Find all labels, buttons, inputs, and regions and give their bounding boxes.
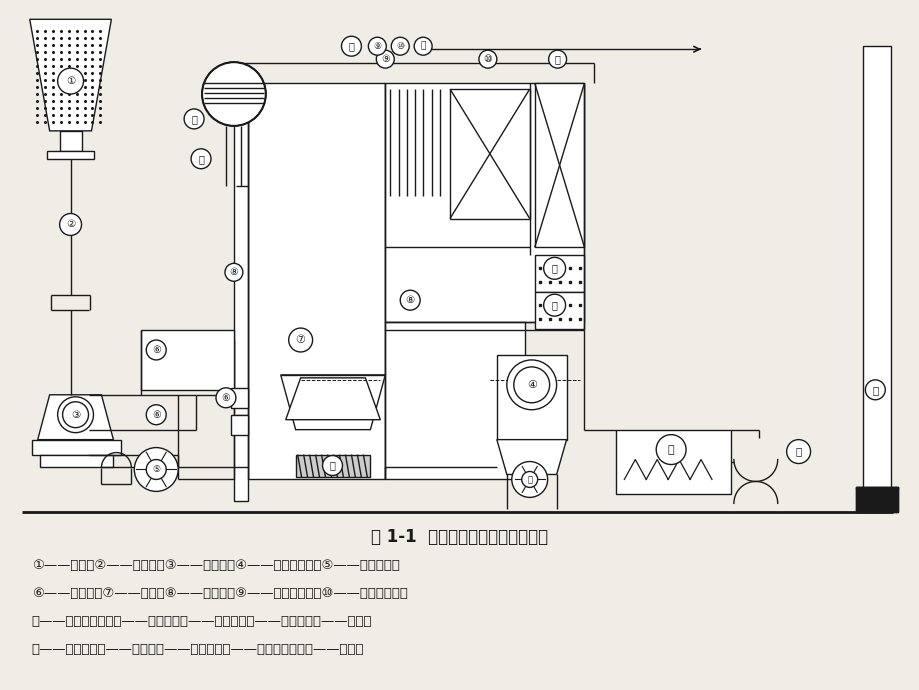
Text: ⑯——送风机；⑰——锅筒；⑱——下降管；⑲——顶棚过热器；⑳——排渣室: ⑯——送风机；⑰——锅筒；⑱——下降管；⑲——顶棚过热器；⑳——排渣室 bbox=[31, 643, 364, 656]
Text: ⑩: ⑩ bbox=[396, 41, 403, 50]
Text: ②: ② bbox=[66, 219, 75, 230]
Circle shape bbox=[521, 471, 537, 487]
Bar bbox=[616, 430, 730, 495]
Text: ⑭: ⑭ bbox=[795, 446, 800, 457]
Bar bbox=[40, 455, 113, 466]
Circle shape bbox=[655, 435, 686, 464]
Polygon shape bbox=[295, 455, 370, 477]
Circle shape bbox=[391, 37, 409, 55]
Polygon shape bbox=[496, 440, 566, 475]
Text: ③: ③ bbox=[71, 410, 80, 420]
Circle shape bbox=[225, 264, 243, 282]
Bar bbox=[233, 83, 247, 502]
Text: ⑨: ⑨ bbox=[373, 41, 381, 50]
Bar bbox=[31, 440, 121, 455]
Text: ①——煤斗；②——给煤机；③——磨煤机；④——空气预热器；⑤——排粉风机；: ①——煤斗；②——给煤机；③——磨煤机；④——空气预热器；⑤——排粉风机； bbox=[31, 559, 399, 572]
Bar bbox=[856, 487, 897, 489]
Text: ⑪——低温过热器；⑫——省煤器；⑬——除尘器；⑭——吸风机；⑮——烟囱；: ⑪——低温过热器；⑫——省煤器；⑬——除尘器；⑭——吸风机；⑮——烟囱； bbox=[31, 615, 372, 628]
Text: ⑫: ⑫ bbox=[551, 300, 557, 310]
Bar bbox=[247, 83, 385, 480]
Text: ⑬: ⑬ bbox=[667, 444, 674, 455]
Circle shape bbox=[60, 213, 82, 235]
Circle shape bbox=[184, 109, 204, 129]
Circle shape bbox=[58, 68, 84, 94]
Text: ⑮: ⑮ bbox=[871, 385, 878, 395]
Bar bbox=[60, 131, 82, 151]
Polygon shape bbox=[29, 19, 111, 131]
Polygon shape bbox=[286, 378, 380, 420]
Polygon shape bbox=[38, 395, 113, 440]
Bar bbox=[142, 330, 233, 390]
Circle shape bbox=[513, 367, 549, 403]
Bar bbox=[862, 46, 891, 512]
Text: ⑥——燃烧器；⑦——炉膛；⑧——水冷壁；⑨——屏式过热器；⑩——高温过热器；: ⑥——燃烧器；⑦——炉膛；⑧——水冷壁；⑨——屏式过热器；⑩——高温过热器； bbox=[31, 587, 407, 600]
Text: ⑪: ⑪ bbox=[420, 41, 425, 50]
Circle shape bbox=[376, 50, 394, 68]
Bar bbox=[385, 83, 584, 322]
Polygon shape bbox=[47, 151, 95, 159]
Bar bbox=[496, 355, 566, 440]
Circle shape bbox=[146, 340, 166, 360]
Text: ⑪: ⑪ bbox=[554, 54, 560, 64]
Circle shape bbox=[202, 62, 266, 126]
Text: ⑩: ⑩ bbox=[483, 54, 492, 64]
Circle shape bbox=[400, 290, 420, 310]
Circle shape bbox=[146, 460, 166, 480]
Text: ⑥: ⑥ bbox=[221, 393, 230, 403]
Polygon shape bbox=[280, 375, 385, 430]
Circle shape bbox=[543, 257, 565, 279]
Bar bbox=[231, 415, 247, 435]
Circle shape bbox=[289, 328, 312, 352]
Bar bbox=[449, 89, 529, 219]
Circle shape bbox=[414, 37, 432, 55]
Bar bbox=[534, 83, 584, 248]
Text: ⑧: ⑧ bbox=[229, 267, 238, 277]
Text: ⑳: ⑳ bbox=[329, 460, 335, 471]
Circle shape bbox=[323, 455, 342, 475]
Circle shape bbox=[62, 402, 88, 428]
Circle shape bbox=[786, 440, 810, 464]
Polygon shape bbox=[856, 487, 897, 512]
Circle shape bbox=[58, 397, 94, 433]
Text: ④: ④ bbox=[527, 380, 536, 390]
Bar bbox=[856, 487, 897, 512]
Text: ⑧: ⑧ bbox=[405, 295, 414, 305]
Circle shape bbox=[146, 405, 166, 424]
Circle shape bbox=[368, 37, 386, 55]
Bar bbox=[385, 322, 524, 480]
Bar bbox=[534, 292, 584, 329]
Circle shape bbox=[543, 294, 565, 316]
Circle shape bbox=[134, 448, 178, 491]
Text: ⑦: ⑦ bbox=[295, 335, 305, 345]
Bar bbox=[534, 255, 584, 292]
Text: ⑰: ⑰ bbox=[191, 114, 197, 124]
Text: ⑨: ⑨ bbox=[380, 54, 390, 64]
Circle shape bbox=[548, 50, 566, 68]
Circle shape bbox=[511, 462, 547, 497]
Circle shape bbox=[341, 37, 361, 56]
Text: ⑯: ⑯ bbox=[527, 475, 531, 484]
Text: 图 1-1  锅炉及其辅助设备系统简图: 图 1-1 锅炉及其辅助设备系统简图 bbox=[371, 529, 548, 546]
Circle shape bbox=[506, 360, 556, 410]
Circle shape bbox=[865, 380, 884, 400]
Text: ⑱: ⑱ bbox=[198, 154, 204, 164]
Bar bbox=[231, 388, 247, 408]
Text: ⑫: ⑫ bbox=[551, 264, 557, 273]
Text: ⑲: ⑲ bbox=[348, 41, 354, 51]
Circle shape bbox=[479, 50, 496, 68]
Text: ①: ① bbox=[66, 76, 75, 86]
Text: ⑤: ⑤ bbox=[152, 465, 160, 474]
Text: ⑥: ⑥ bbox=[152, 345, 161, 355]
Circle shape bbox=[216, 388, 235, 408]
Text: ⑥: ⑥ bbox=[152, 410, 161, 420]
Circle shape bbox=[191, 149, 210, 169]
